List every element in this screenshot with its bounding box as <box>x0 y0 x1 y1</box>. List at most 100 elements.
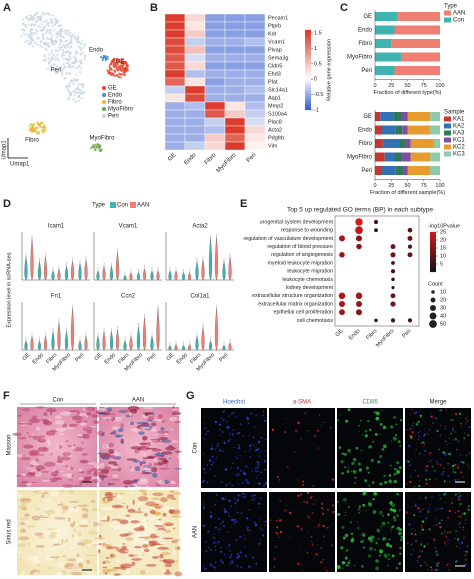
umap-point <box>34 41 37 44</box>
umap-point <box>77 40 80 44</box>
size-legend-label: 20 <box>440 297 446 303</box>
micrograph-texture <box>67 517 71 522</box>
fluorescence-signal <box>347 408 351 412</box>
umap-point <box>65 43 68 46</box>
size-legend-dot <box>429 320 437 328</box>
violin <box>123 275 127 281</box>
umap-point <box>29 41 32 44</box>
colorbar-step <box>430 257 436 261</box>
fluorescence-signal <box>460 422 462 425</box>
micrograph-texture <box>35 544 45 548</box>
fluorescence-signal <box>344 556 348 560</box>
umap-point <box>110 60 113 63</box>
umap-point <box>68 96 71 99</box>
go-dot <box>407 318 413 323</box>
fluorescence-signal <box>456 537 460 541</box>
fluorescence-signal <box>444 533 446 536</box>
umap-point <box>59 41 62 44</box>
fluorescence-signal <box>233 562 235 564</box>
micrograph-texture <box>46 408 57 413</box>
fluorescence-signal <box>445 408 448 411</box>
fluorescence-signal <box>322 535 325 538</box>
fluorescence-signal <box>415 470 417 472</box>
umap-point <box>80 53 83 56</box>
x-tick-label: 100 <box>435 83 444 89</box>
umap-point <box>75 38 78 41</box>
micrograph-texture <box>91 543 98 547</box>
micrograph-texture <box>20 528 27 533</box>
bar-segment <box>405 139 411 148</box>
umap-point <box>49 21 52 24</box>
fluorescence-signal <box>253 521 256 524</box>
x-tick-label: 0 <box>373 83 376 89</box>
fluorescence-signal <box>383 553 388 558</box>
fluorescence-signal <box>412 548 415 551</box>
umap-point <box>45 20 48 23</box>
heatmap-cell <box>244 53 266 63</box>
fluorescence-signal <box>251 556 255 559</box>
fluorescence-signal <box>438 561 440 564</box>
fluorescence-signal <box>399 444 402 448</box>
fluorescence-signal <box>413 412 416 415</box>
fluorescence-signal <box>458 547 461 549</box>
umap-point <box>57 30 61 33</box>
fluorescence-signal <box>427 433 429 435</box>
panel-label: C <box>340 2 348 14</box>
umap-point <box>111 73 114 76</box>
x-tick-label: Peri <box>74 352 85 363</box>
heatmap-cell <box>164 133 186 143</box>
micrograph-texture <box>122 525 129 531</box>
fluorescence-signal <box>262 410 265 413</box>
colorbar-step <box>305 97 311 101</box>
fluorescence-signal <box>443 467 445 469</box>
umap-point <box>28 19 31 22</box>
fluorescence-signal <box>428 429 431 431</box>
colorbar-step <box>430 249 436 253</box>
fluorescence-signal <box>425 464 429 468</box>
micrograph-texture <box>57 471 64 473</box>
umap-point <box>122 67 125 70</box>
fluorescence-signal <box>399 552 402 555</box>
micrograph-texture <box>141 422 150 427</box>
go-dot <box>390 293 396 299</box>
micrograph-texture <box>17 414 22 417</box>
go-term: myeloid leukocyte migration <box>268 260 333 266</box>
micrograph-texture <box>128 554 135 557</box>
fluorescence-signal <box>426 496 428 497</box>
colorbar-step <box>305 53 311 57</box>
umap-point <box>68 59 71 62</box>
umap-point <box>55 71 58 74</box>
fluorescence-signal <box>312 503 315 505</box>
fluorescence-signal <box>225 483 228 486</box>
micrograph-texture <box>122 480 134 485</box>
go-term: epithelial cell proliferation <box>274 310 334 316</box>
micrograph-texture <box>20 570 25 576</box>
heatmap-cell <box>204 53 226 63</box>
fluorescence-signal <box>233 497 235 499</box>
fluorescence-signal <box>393 415 396 419</box>
fluorescence-signal <box>236 416 238 418</box>
fluorescence-signal <box>344 515 346 517</box>
fluorescence-signal <box>436 429 439 433</box>
umap-point <box>45 31 48 34</box>
micrograph-texture <box>171 498 177 500</box>
fluorescence-signal <box>253 494 256 497</box>
fluorescence-signal <box>427 460 430 463</box>
umap-point <box>70 94 73 97</box>
umap-point <box>34 130 37 133</box>
umap-point <box>80 91 83 94</box>
fluorescence-signal <box>245 493 247 496</box>
colorbar-step <box>430 239 436 243</box>
micrograph-texture <box>153 461 157 467</box>
violin <box>24 340 28 351</box>
fluorescence-signal <box>424 433 427 436</box>
fluorescence-signal <box>368 538 370 540</box>
fluorescence-signal <box>225 546 228 549</box>
go-term: leukocyte chemotaxis <box>282 277 333 283</box>
colorbar-step <box>305 59 311 63</box>
bar-segment <box>407 166 431 175</box>
fluorescence-signal <box>350 521 352 524</box>
legend-label: AAN <box>453 11 465 17</box>
micrograph-texture <box>130 428 142 432</box>
umap-point <box>51 63 54 66</box>
